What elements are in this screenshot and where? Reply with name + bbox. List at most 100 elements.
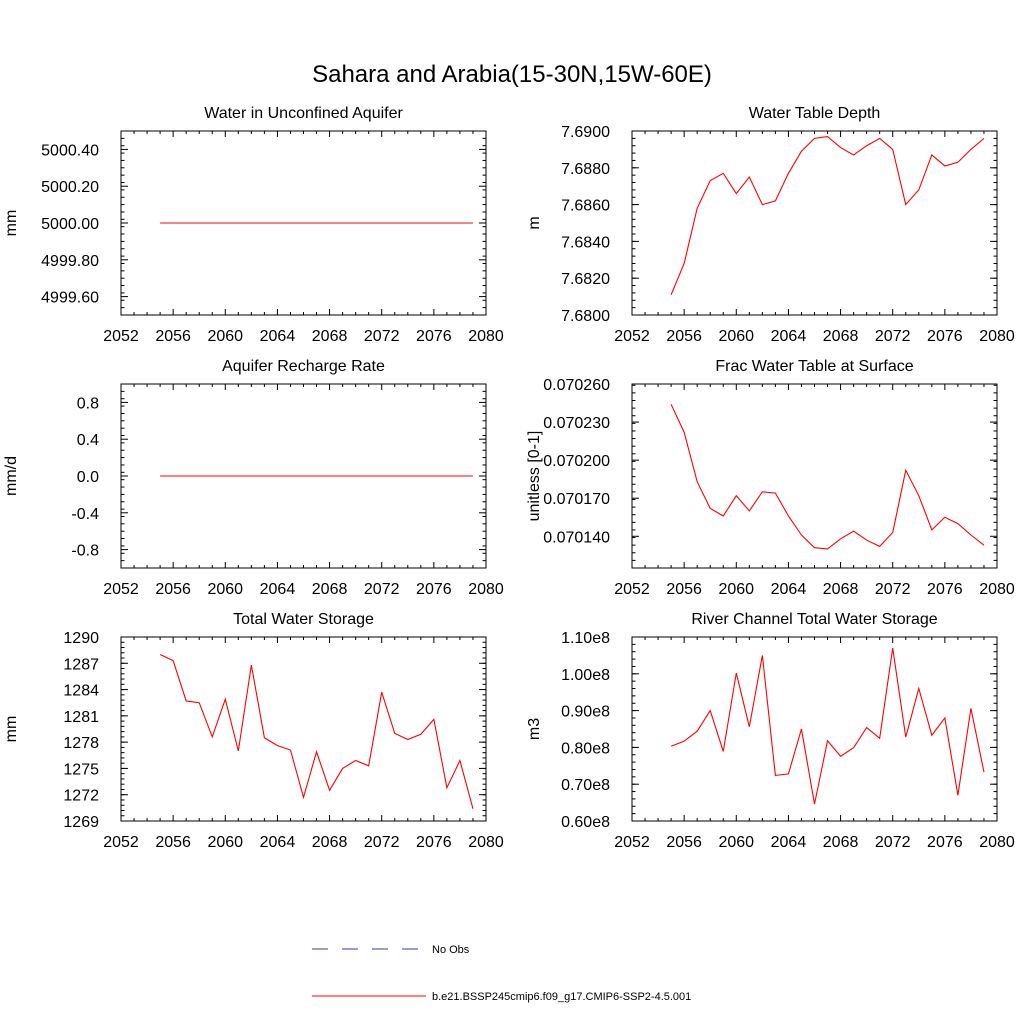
y-axis-label: unitless [0-1] [526, 431, 543, 522]
x-tick-label: 2052 [103, 834, 139, 851]
x-tick-label: 2056 [666, 581, 702, 598]
panel-water-table-depth: Water Table Depth m 2052 2056 2060 2064 2068 20… [526, 105, 1015, 345]
x-tick-label: 2072 [364, 581, 400, 598]
x-tick-label: 2080 [468, 581, 504, 598]
panel-title: Water in Unconfined Aquifer [204, 105, 403, 122]
x-tick-label: 2080 [468, 834, 504, 851]
x-tick-label: 2052 [614, 834, 650, 851]
x-tick-label: 2060 [207, 328, 243, 345]
x-tick-label: 2064 [260, 581, 296, 598]
x-tick-label: 2076 [416, 328, 452, 345]
x-tick-label: 2056 [666, 328, 702, 345]
x-tick-label: 2072 [875, 328, 911, 345]
y-tick-label: 7.6820 [561, 271, 610, 288]
panel-aquifer-water: Water in Unconfined Aquifer mm 2052 2056 206… [3, 105, 504, 345]
panel-river-channel-storage: River Channel Total Water Storage m3 2052 2… [526, 611, 1015, 851]
series-line [670, 135, 985, 295]
y-tick-label: 7.6900 [561, 124, 610, 141]
y-tick-label: 7.6860 [561, 198, 610, 215]
y-axis-label: mm [3, 716, 20, 743]
y-axis-label: mm/d [3, 456, 20, 496]
panel-title: Frac Water Table at Surface [715, 358, 913, 375]
x-tick-label: 2080 [979, 581, 1015, 598]
x-tick-label: 2064 [771, 328, 807, 345]
y-tick-label: -0.4 [71, 506, 99, 523]
y-tick-label: 0.070140 [543, 529, 610, 546]
y-tick-label: 0.0 [77, 469, 99, 486]
x-tick-label: 2072 [875, 834, 911, 851]
y-tick-label: 1284 [63, 683, 99, 700]
y-axis-label: mm [3, 210, 20, 237]
y-tick-label: 5000.40 [41, 142, 99, 159]
x-tick-label: 2060 [718, 581, 754, 598]
x-tick-label: 2068 [312, 834, 348, 851]
x-tick-label: 2080 [979, 834, 1015, 851]
x-tick-label: 2076 [416, 581, 452, 598]
x-tick-label: 2056 [155, 834, 191, 851]
y-tick-label: 4999.80 [41, 253, 99, 270]
x-tick-label: 2068 [823, 328, 859, 345]
panel-title: River Channel Total Water Storage [691, 611, 937, 628]
x-tick-label: 2076 [927, 328, 963, 345]
x-tick-label: 2076 [927, 834, 963, 851]
x-tick-label: 2060 [718, 328, 754, 345]
y-tick-label: 4999.60 [41, 290, 99, 307]
y-tick-label: 0.80e8 [561, 740, 610, 757]
x-tick-label: 2064 [260, 328, 296, 345]
y-tick-label: 0.070230 [543, 415, 610, 432]
series-line [670, 647, 985, 805]
y-tick-label: 0.070170 [543, 491, 610, 508]
legend-no-obs-label: No Obs [432, 944, 470, 956]
x-tick-label: 2060 [207, 581, 243, 598]
y-axis-label: m3 [526, 718, 543, 740]
y-tick-label: 1275 [63, 761, 99, 778]
x-tick-label: 2080 [979, 328, 1015, 345]
x-tick-label: 2072 [364, 834, 400, 851]
x-tick-label: 2068 [312, 328, 348, 345]
panel-total-water-storage: Total Water Storage mm 2052 2056 2060 2064 206… [3, 611, 504, 851]
panel-frac-water-table: Frac Water Table at Surface unitless [0-1… [526, 358, 1015, 598]
y-axis-label: m [526, 216, 543, 229]
y-tick-label: 7.6800 [561, 308, 610, 325]
y-tick-label: 1290 [63, 630, 99, 647]
y-tick-label: 1.10e8 [561, 630, 610, 647]
x-tick-label: 2072 [875, 581, 911, 598]
y-tick-label: 0.90e8 [561, 704, 610, 721]
x-tick-label: 2052 [103, 328, 139, 345]
plot-frame [631, 636, 998, 822]
x-tick-label: 2052 [614, 328, 650, 345]
x-tick-label: 2068 [823, 581, 859, 598]
panels: Water in Unconfined Aquifer mm 2052 2056 206… [3, 105, 1015, 851]
panel-title: Water Table Depth [749, 105, 881, 122]
panel-title: Total Water Storage [233, 611, 374, 628]
x-tick-label: 2060 [718, 834, 754, 851]
plot-frame [120, 636, 487, 822]
series-line [159, 654, 474, 809]
y-tick-label: 1269 [63, 814, 99, 831]
x-tick-label: 2080 [468, 328, 504, 345]
y-tick-label: 1287 [63, 656, 99, 673]
plot-frame [631, 383, 998, 569]
panel-recharge-rate: Aquifer Recharge Rate mm/d 2052 2056 2060 206… [3, 358, 504, 598]
y-tick-label: 0.70e8 [561, 777, 610, 794]
plot-frame [631, 130, 998, 316]
x-tick-label: 2056 [155, 328, 191, 345]
page-title: Sahara and Arabia(15-30N,15W-60E) [312, 61, 712, 88]
y-tick-label: 0.070260 [543, 377, 610, 394]
x-tick-label: 2072 [364, 328, 400, 345]
y-tick-label: -0.8 [71, 543, 99, 560]
legend: No Obs b.e21.BSSP245cmip6.f09_g17.CMIP6-… [312, 944, 691, 1003]
y-tick-label: 0.070200 [543, 453, 610, 470]
x-tick-label: 2052 [614, 581, 650, 598]
legend-model-label: b.e21.BSSP245cmip6.f09_g17.CMIP6-SSP2-4.… [432, 991, 691, 1003]
x-tick-label: 2056 [155, 581, 191, 598]
x-tick-label: 2076 [416, 834, 452, 851]
y-tick-label: 7.6840 [561, 234, 610, 251]
y-tick-label: 1281 [63, 709, 99, 726]
y-tick-label: 0.4 [77, 432, 99, 449]
x-tick-label: 2068 [312, 581, 348, 598]
x-tick-label: 2076 [927, 581, 963, 598]
y-tick-label: 5000.20 [41, 179, 99, 196]
x-tick-label: 2052 [103, 581, 139, 598]
